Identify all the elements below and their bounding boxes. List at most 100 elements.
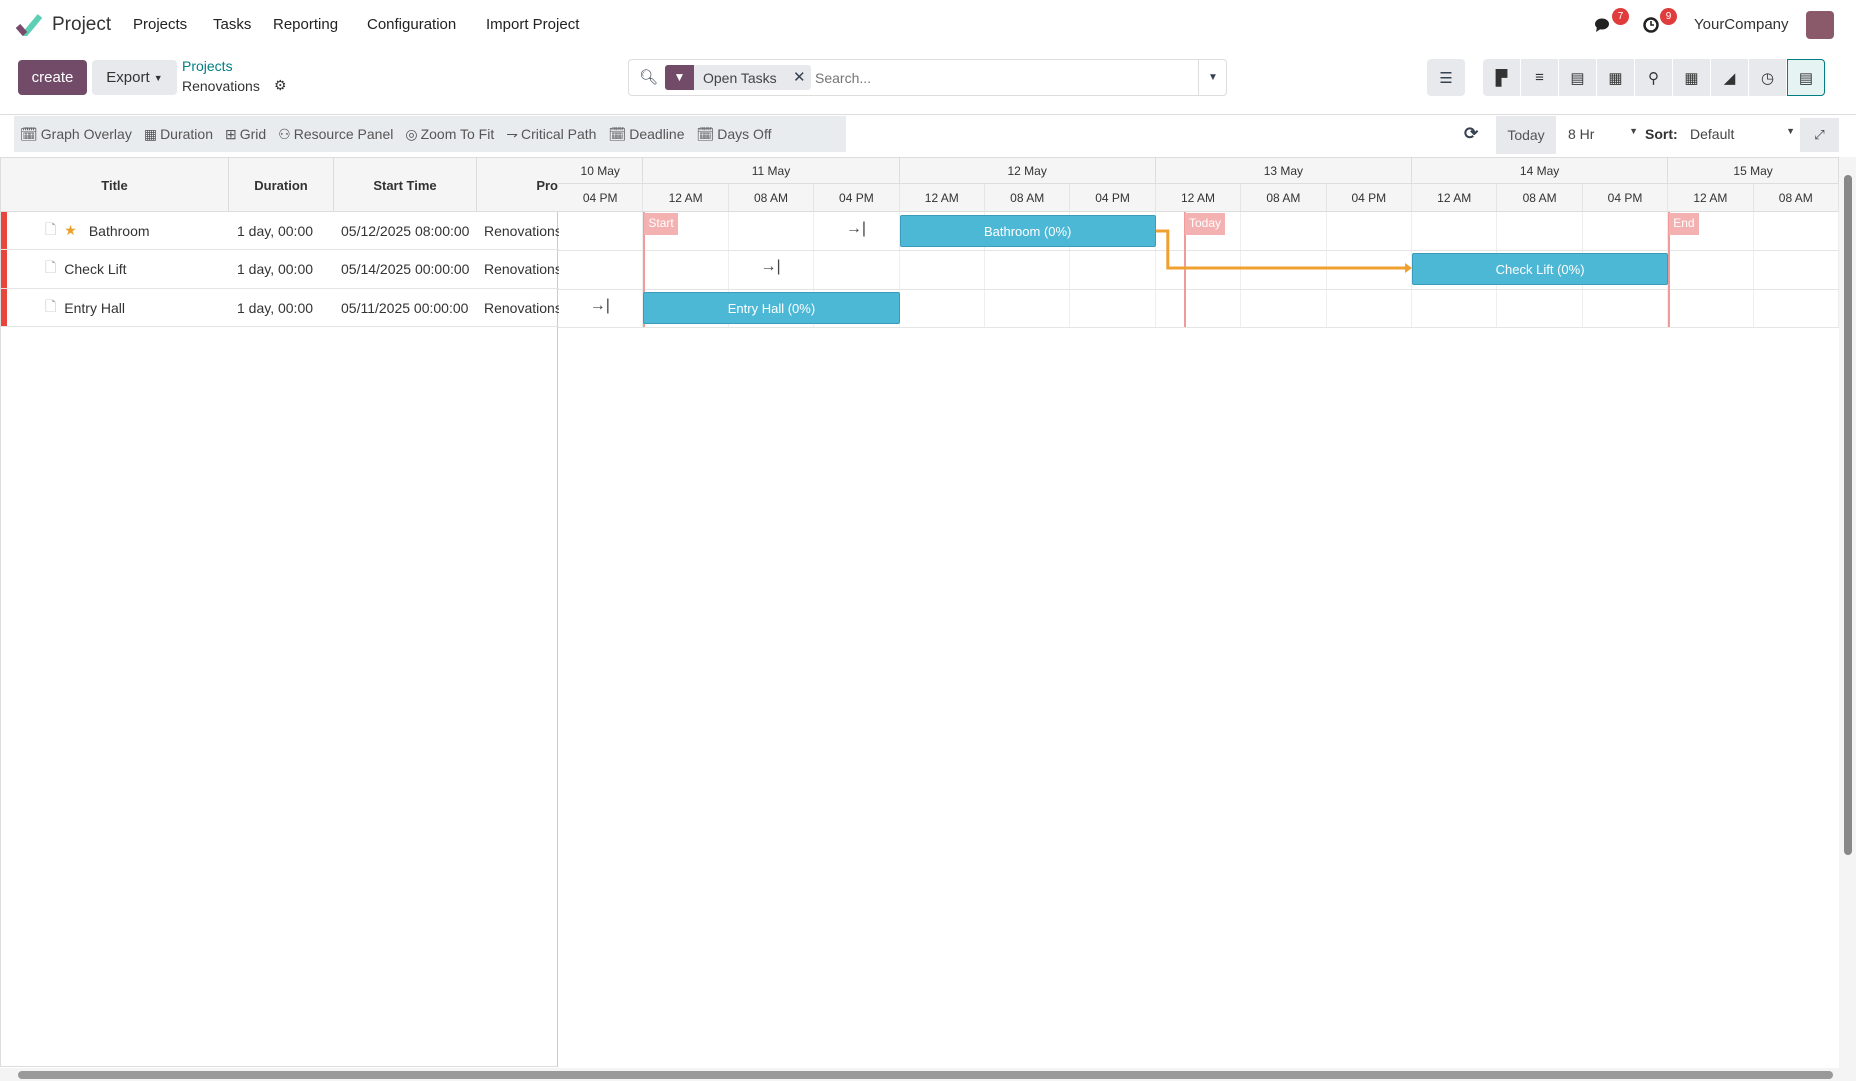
create-button[interactable]: create xyxy=(18,60,87,95)
pivot-view-icon[interactable]: ▦ xyxy=(1673,59,1711,96)
column-header-project[interactable]: Pro xyxy=(536,177,558,193)
sort-select[interactable]: Default ▼ xyxy=(1690,126,1795,142)
grid-header: Title Duration Start Time Pro xyxy=(1,158,558,212)
grid-line xyxy=(898,212,900,327)
calendar-x-icon: 🗓︎ xyxy=(696,125,715,142)
calendar-view-icon[interactable]: ▦ xyxy=(1597,59,1635,96)
column-header-title[interactable]: Title xyxy=(1,158,229,212)
refresh-icon[interactable]: ⟳ xyxy=(1464,124,1479,143)
gear-icon[interactable]: ⚙ xyxy=(274,77,287,93)
menu-configuration[interactable]: Configuration xyxy=(367,16,457,33)
app-name[interactable]: Project xyxy=(52,14,112,35)
task-bar[interactable]: Check Lift (0%) xyxy=(1412,253,1669,285)
hour-header: 08 AM xyxy=(1241,184,1327,212)
menu-tasks[interactable]: Tasks xyxy=(213,16,252,33)
vertical-scrollbar[interactable] xyxy=(1839,157,1856,1068)
priority-stripe xyxy=(1,212,7,249)
scroll-to-task-icon[interactable]: →| xyxy=(845,220,867,237)
task-title: Entry Hall xyxy=(64,299,125,316)
zoom-icon: ◎ xyxy=(405,125,418,142)
hour-header: 08 AM xyxy=(1497,184,1583,212)
company-switcher[interactable]: YourCompany xyxy=(1694,16,1789,33)
kanban-view-icon[interactable]: ▛ xyxy=(1483,59,1521,96)
grid-line xyxy=(1752,212,1754,327)
grid-line xyxy=(813,212,815,327)
task-start-time: 05/11/2025 00:00:00 xyxy=(341,299,469,316)
marker-end: End xyxy=(1669,213,1699,235)
task-start-time: 05/14/2025 00:00:00 xyxy=(341,261,470,277)
grid-line xyxy=(1838,212,1839,327)
filters-settings-icon[interactable]: ☰ xyxy=(1427,59,1465,96)
scroll-to-task-icon[interactable]: →| xyxy=(589,297,610,314)
search-bar: 🔍︎ ▼ Open Tasks ✕ ▼ xyxy=(628,59,1227,96)
day-header: 12 May xyxy=(899,158,1156,184)
list-view-icon[interactable]: ≡ xyxy=(1521,59,1559,96)
deadline-label: Deadline xyxy=(629,126,685,142)
menu-reporting[interactable]: Reporting xyxy=(273,16,339,33)
activity-view-icon[interactable]: ◷ xyxy=(1749,59,1787,96)
duration-label: Duration xyxy=(160,126,213,142)
task-bar[interactable]: Bathroom (0%) xyxy=(899,215,1156,247)
gantt-toolbar: 🗓︎ Graph Overlay ▦ Duration ⊞ Grid ⚇ Resourc… xyxy=(14,116,846,152)
grid-line xyxy=(1154,212,1156,327)
calendar-clock-icon: 🗓︎ xyxy=(608,125,627,142)
hour-header: 08 AM xyxy=(1753,184,1839,212)
table-row[interactable]: 🗋 Entry Hall 1 day, 00:00 05/11/2025 00:0… xyxy=(1,289,559,327)
hour-header: 08 AM xyxy=(728,184,815,212)
deadline-button[interactable]: 🗓︎ Deadline xyxy=(608,126,684,143)
task-project: Renovations xyxy=(484,299,559,316)
hour-header: 04 PM xyxy=(1582,184,1669,212)
messages-icon[interactable] xyxy=(1594,17,1612,33)
duration-button[interactable]: ▦ Duration xyxy=(144,126,213,143)
task-duration: 1 day, 00:00 xyxy=(237,261,314,277)
task-project: Renovations xyxy=(484,261,559,277)
breadcrumb-projects[interactable]: Projects xyxy=(182,58,233,74)
task-bar[interactable]: Entry Hall (0%) xyxy=(643,292,900,324)
day-header: 15 May xyxy=(1668,158,1839,184)
graph-overlay-button[interactable]: 🗓︎ Graph Overlay xyxy=(20,126,132,143)
export-button[interactable]: Export ▼ xyxy=(92,60,177,95)
star-icon[interactable]: ★ xyxy=(64,222,77,238)
marker-line xyxy=(643,212,646,327)
calendar-clock-icon: 🗓︎ xyxy=(20,125,38,142)
resource-panel-button[interactable]: ⚇ Resource Panel xyxy=(278,126,393,143)
table-row[interactable]: 🗋 ★ Bathroom 1 day, 00:00 05/12/2025 08:00… xyxy=(1,212,559,250)
map-view-icon[interactable]: ⚲ xyxy=(1635,59,1673,96)
menu-import-project[interactable]: Import Project xyxy=(486,16,580,33)
scroll-to-task-icon[interactable]: →| xyxy=(760,258,781,275)
divider xyxy=(0,114,1856,115)
activity-clock-icon[interactable] xyxy=(1643,17,1659,33)
scrollbar-thumb[interactable] xyxy=(1844,175,1852,855)
user-avatar[interactable] xyxy=(1806,11,1834,39)
column-header-start-time[interactable]: Start Time xyxy=(334,158,477,212)
menu-projects[interactable]: Projects xyxy=(133,16,188,33)
grid-button[interactable]: ⊞ Grid xyxy=(225,126,266,143)
critical-path-button[interactable]: ⇁ Critical Path xyxy=(506,126,596,143)
hour-header: 04 PM xyxy=(814,184,900,212)
remove-facet-icon[interactable]: ✕ xyxy=(793,69,806,86)
graph-view-icon[interactable]: ◢ xyxy=(1711,59,1749,96)
table-row[interactable]: 🗋 Check Lift 1 day, 00:00 05/14/2025 00:0… xyxy=(1,250,559,289)
zoom-to-fit-button[interactable]: ◎ Zoom To Fit xyxy=(405,126,494,143)
scale-select[interactable]: 8 Hr ▼ xyxy=(1568,126,1638,142)
document-icon: 🗋 xyxy=(45,220,57,237)
search-input[interactable] xyxy=(815,66,1175,90)
document-icon: 🗋 xyxy=(45,297,57,314)
column-header-duration[interactable]: Duration xyxy=(229,158,334,212)
gantt-alt-view-icon[interactable]: ▤ xyxy=(1559,59,1597,96)
task-start-time: 05/12/2025 08:00:00 xyxy=(341,222,470,239)
horizontal-scrollbar[interactable] xyxy=(0,1068,1856,1081)
days-off-button[interactable]: 🗓︎ Days Off xyxy=(696,126,771,143)
grid-line xyxy=(727,212,729,327)
search-icon[interactable]: 🔍︎ xyxy=(639,69,659,86)
dependency-arrow[interactable] xyxy=(558,158,1839,358)
search-options-toggle[interactable]: ▼ xyxy=(1198,60,1227,95)
expand-icon[interactable]: ⤢ xyxy=(1800,118,1839,152)
day-header: 13 May xyxy=(1155,158,1412,184)
hour-header: 12 AM xyxy=(1155,184,1242,212)
today-button[interactable]: Today xyxy=(1496,116,1556,154)
day-header: 10 May xyxy=(558,158,644,184)
scrollbar-thumb[interactable] xyxy=(18,1071,1833,1079)
gantt-view-icon[interactable]: ▤ xyxy=(1787,59,1825,96)
filter-facet-label: Open Tasks xyxy=(703,70,777,86)
